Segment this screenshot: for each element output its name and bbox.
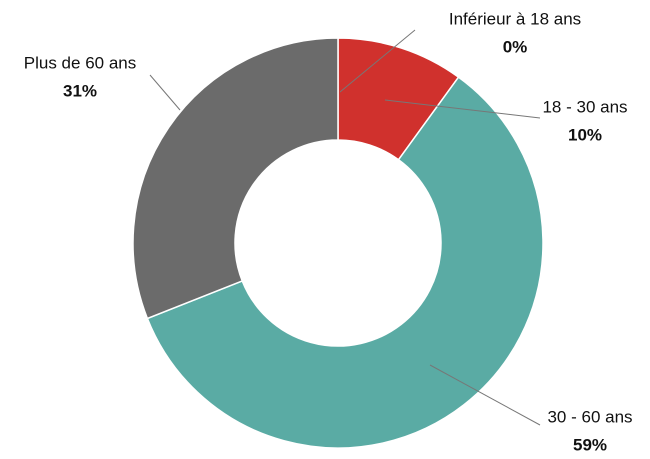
- leader-line: [149, 74, 181, 111]
- leader-line: [384, 99, 541, 119]
- slice-label: Inférieur à 18 ans: [449, 9, 581, 28]
- leader-line: [429, 364, 541, 426]
- leader-line: [339, 29, 416, 93]
- slice-value: 10%: [568, 125, 602, 144]
- donut-slice: [132, 37, 339, 320]
- slice-value: 31%: [63, 81, 97, 100]
- slice-label: 18 - 30 ans: [542, 97, 627, 116]
- slice-label: Plus de 60 ans: [24, 53, 136, 72]
- slice-label: 30 - 60 ans: [547, 407, 632, 426]
- donut-slice: [146, 76, 544, 449]
- slice-value: 59%: [573, 435, 607, 454]
- slice-value: 0%: [503, 37, 528, 56]
